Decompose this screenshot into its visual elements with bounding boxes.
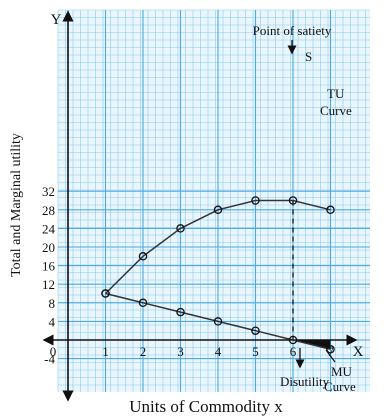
- x-axis-letter: X: [353, 344, 364, 360]
- x-tick-label: 4: [215, 344, 222, 359]
- tu-point: [251, 196, 260, 205]
- x-tick-label: 3: [177, 344, 184, 359]
- y-tick-label: -4: [44, 352, 55, 367]
- mu-point: [326, 345, 335, 354]
- tu-curve-label-line2: Curve: [320, 103, 352, 118]
- x-axis-title: Units of Commodity x: [129, 397, 283, 416]
- annotations: Point of satietySTUCurveDisutilityMUCurv…: [253, 23, 356, 394]
- x-tick-label: 1: [102, 344, 109, 359]
- tu-point: [138, 252, 148, 261]
- y-tick-label: 20: [42, 240, 55, 255]
- mu-point: [213, 317, 223, 326]
- y-tick-label: 12: [42, 277, 55, 292]
- x-tick-label: 5: [252, 344, 259, 359]
- mu-point: [138, 298, 148, 308]
- disutility-label: Disutility: [280, 374, 330, 389]
- y-tick-label: 32: [42, 184, 55, 199]
- y-tick-label: 4: [49, 314, 56, 329]
- grid-background: [58, 10, 370, 392]
- mu-curve-label-line1: MU: [331, 364, 353, 379]
- y-tick-label: 8: [49, 296, 56, 311]
- mu-point: [251, 326, 260, 335]
- mu-point: [101, 289, 110, 298]
- x-tick-label: 7: [327, 344, 334, 359]
- tu-point: [176, 224, 185, 233]
- satiety-label: Point of satiety: [253, 23, 332, 38]
- y-tick-label: 28: [42, 203, 55, 218]
- grid: [57, 9, 370, 392]
- tu-point: [326, 205, 335, 215]
- satiety-point-label: S: [305, 49, 312, 64]
- y-axis-title: Total and Marginal utility: [9, 133, 24, 277]
- mu-point: [176, 307, 185, 317]
- tu-point: [213, 205, 223, 215]
- mu-curve-pointer: [325, 349, 336, 363]
- x-tick-label: 2: [140, 344, 147, 359]
- x-tick-label: 6: [290, 344, 297, 359]
- tu-curve-label-line1: TU: [327, 86, 345, 101]
- origin-label: 0: [50, 344, 57, 359]
- y-axis-letter: Y: [51, 12, 62, 28]
- y-tick-label: 16: [42, 259, 56, 274]
- y-tick-label: 24: [42, 221, 56, 236]
- mu-curve-label-line2: Curve: [324, 379, 356, 394]
